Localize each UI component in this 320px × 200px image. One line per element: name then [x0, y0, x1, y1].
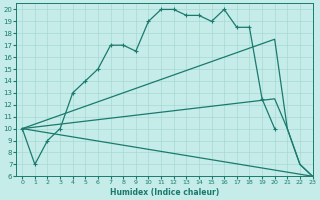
X-axis label: Humidex (Indice chaleur): Humidex (Indice chaleur) [110, 188, 219, 197]
